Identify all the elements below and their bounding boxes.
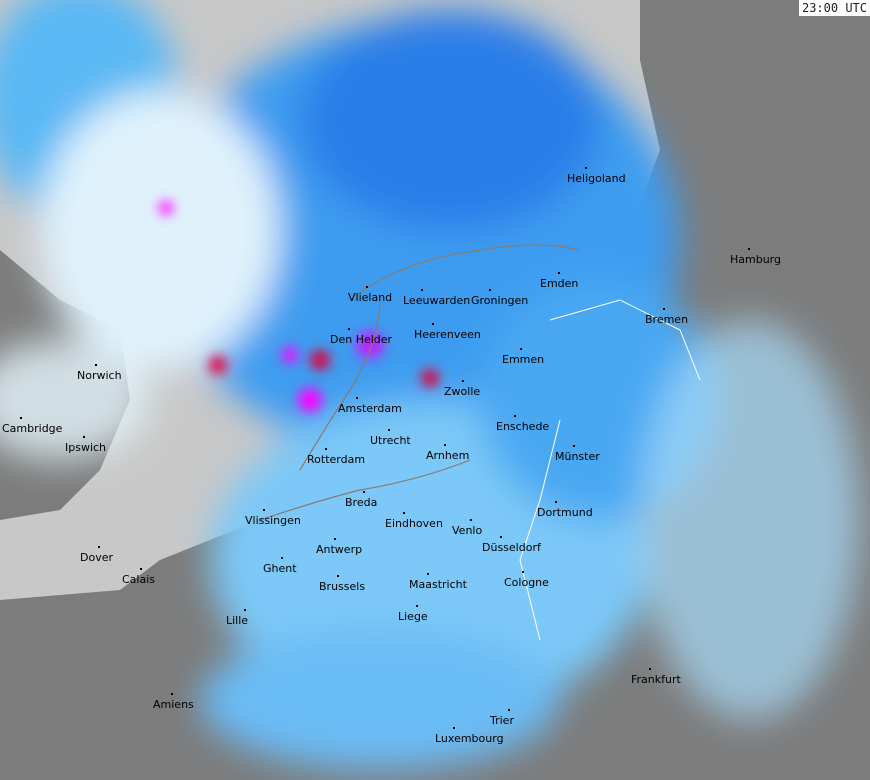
city-dot xyxy=(98,546,100,548)
city-dot xyxy=(281,557,283,559)
city-dot xyxy=(427,573,429,575)
city-label: Rotterdam xyxy=(307,453,366,466)
city-label: Dover xyxy=(80,551,113,564)
city-dot xyxy=(453,727,455,729)
city-dot xyxy=(356,397,358,399)
city-label: Hamburg xyxy=(730,253,781,266)
city-dot xyxy=(432,323,434,325)
city-label: Venlo xyxy=(452,524,483,537)
city-label: Frankfurt xyxy=(631,673,681,686)
city-label: Calais xyxy=(122,573,156,586)
precipitation-field xyxy=(0,0,860,770)
city-dot xyxy=(555,501,557,503)
city-label: Emden xyxy=(540,277,579,290)
city-dot xyxy=(444,444,446,446)
city-label: Cologne xyxy=(504,576,549,589)
city-dot xyxy=(95,364,97,366)
city-dot xyxy=(663,308,665,310)
city-dot xyxy=(489,289,491,291)
city-dot xyxy=(348,328,350,330)
city-label: Arnhem xyxy=(426,449,470,462)
city-dot xyxy=(585,167,587,169)
city-dot xyxy=(514,415,516,417)
city-label: Bremen xyxy=(645,313,689,326)
city-label: Münster xyxy=(555,450,600,463)
city-label: Emmen xyxy=(502,353,545,366)
city-label: Liege xyxy=(398,610,428,623)
city-label: Brussels xyxy=(319,580,366,593)
city-label: Maastricht xyxy=(409,578,467,591)
city-label: Den Helder xyxy=(330,333,393,346)
city-label: Norwich xyxy=(77,369,122,382)
city-dot xyxy=(263,509,265,511)
city-label: Eindhoven xyxy=(385,517,443,530)
city-dot xyxy=(334,538,336,540)
city-dot xyxy=(244,609,246,611)
city-label: Vlissingen xyxy=(245,514,301,527)
city-label: Heerenveen xyxy=(414,328,481,341)
city-label: Amsterdam xyxy=(338,402,402,415)
city-label: Düsseldorf xyxy=(482,541,541,554)
city-dot xyxy=(363,491,365,493)
borders xyxy=(259,244,581,521)
city-label: Ghent xyxy=(263,562,297,575)
city-dot xyxy=(83,436,85,438)
city-dot xyxy=(325,448,327,450)
city-label: Dortmund xyxy=(537,506,593,519)
city-label: Vlieland xyxy=(348,291,393,304)
city-label: Utrecht xyxy=(370,434,411,447)
city-dot xyxy=(366,286,368,288)
city-dot xyxy=(140,568,142,570)
timestamp: 23:00 UTC xyxy=(798,0,870,16)
city-label: Trier xyxy=(490,714,514,727)
city-label: Leeuwarden xyxy=(403,294,471,307)
city-label: Groningen xyxy=(471,294,529,307)
city-dot xyxy=(649,668,651,670)
city-label: Ipswich xyxy=(65,441,107,454)
city-label: Antwerp xyxy=(316,543,363,556)
city-dot xyxy=(337,575,339,577)
city-dot xyxy=(500,536,502,538)
city-dot xyxy=(520,348,522,350)
city-label: Zwolle xyxy=(444,385,481,398)
city-dot xyxy=(421,289,423,291)
city-label: Lille xyxy=(226,614,249,627)
state-borders xyxy=(519,299,701,641)
city-dot xyxy=(522,571,524,573)
city-label: Amiens xyxy=(153,698,194,711)
city-dot xyxy=(416,605,418,607)
city-label: Breda xyxy=(345,496,378,509)
city-label: Enschede xyxy=(496,420,550,433)
city-dot xyxy=(470,519,472,521)
city-label: Luxembourg xyxy=(435,732,504,745)
city-dot xyxy=(558,272,560,274)
city-dot xyxy=(171,693,173,695)
city-dot xyxy=(20,417,22,419)
city-dot xyxy=(573,445,575,447)
city-dot xyxy=(388,429,390,431)
city-dot xyxy=(748,248,750,250)
city-label: Cambridge xyxy=(2,422,63,435)
city-dot xyxy=(403,512,405,514)
city-label: Heligoland xyxy=(567,172,626,185)
city-dot xyxy=(462,380,464,382)
city-dot xyxy=(508,709,510,711)
intense-cells xyxy=(159,201,439,412)
